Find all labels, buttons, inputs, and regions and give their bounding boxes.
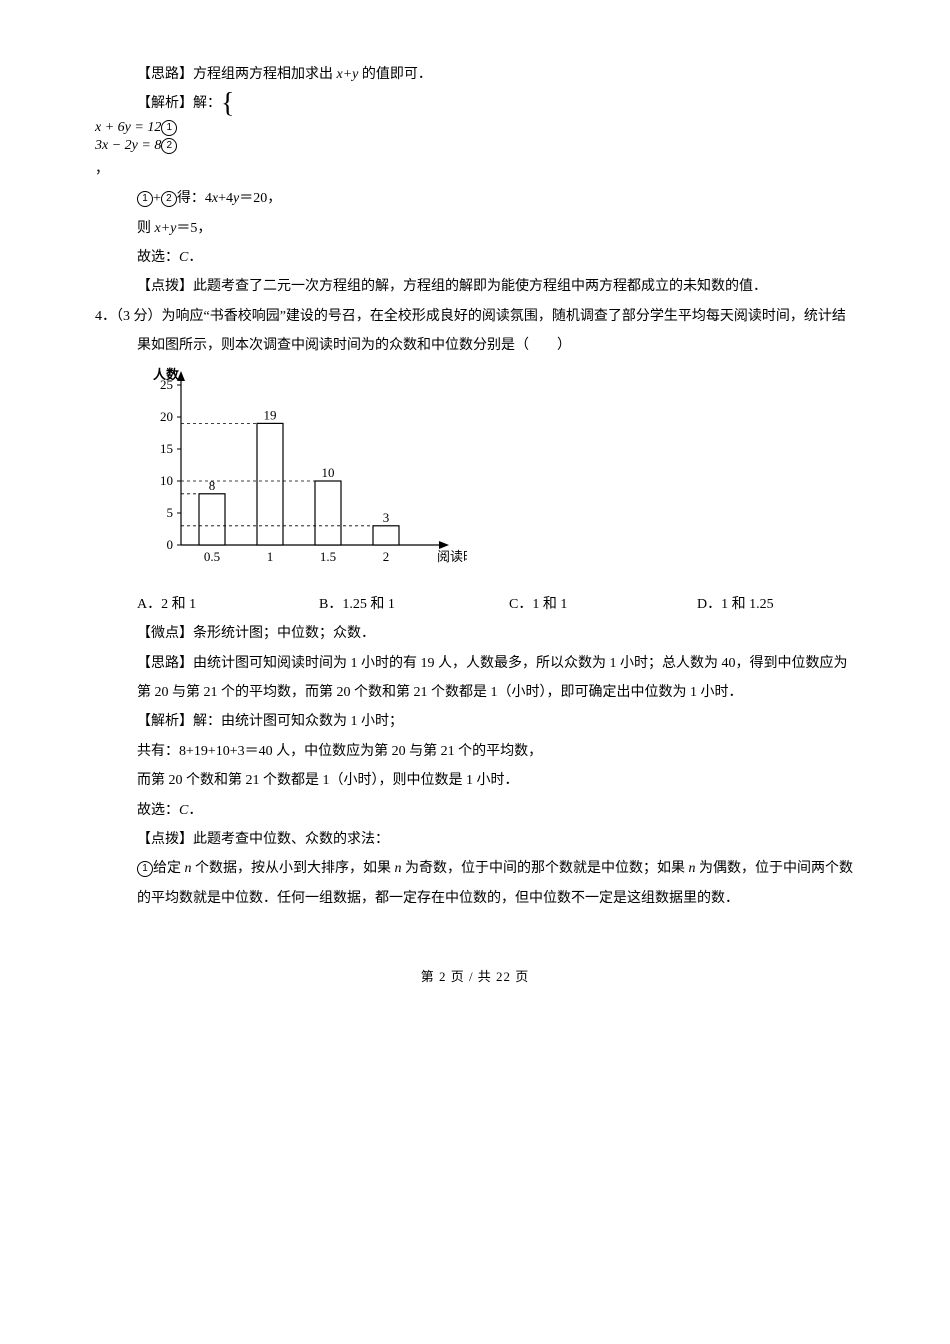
- text: 则: [137, 221, 155, 236]
- left-brace: {: [221, 95, 234, 113]
- step-line: 则 x+y＝5，: [137, 214, 855, 243]
- text: 故选：: [137, 803, 179, 818]
- step-line: 而第 20 个数和第 21 个数都是 1（小时），则中位数是 1 小时．: [137, 766, 855, 795]
- page-footer: 第 2 页 / 共 22 页: [95, 963, 855, 990]
- svg-text:25: 25: [160, 377, 173, 392]
- svg-text:1: 1: [267, 549, 274, 564]
- text: ＝20，: [239, 191, 281, 206]
- answer-line: 故选：C．: [137, 243, 855, 272]
- solution-line: 【解析】解： {: [137, 89, 855, 118]
- micro-line: 【微点】条形统计图；中位数；众数．: [137, 619, 855, 648]
- svg-text:8: 8: [209, 477, 216, 492]
- comma: ，: [95, 162, 109, 177]
- step-line: 1+2得：4x+4y＝20，: [137, 184, 855, 213]
- svg-text:0.5: 0.5: [204, 549, 220, 564]
- text: 为奇数，位于中间的那个数就是中位数；如果: [402, 861, 689, 876]
- circled-2: 2: [161, 138, 177, 154]
- answer-line: 故选：C．: [137, 796, 855, 825]
- text: 【思路】方程组两方程相加求出: [137, 67, 337, 82]
- plus: +: [153, 191, 161, 206]
- option-c: C．1 和 1: [509, 590, 697, 619]
- question-4: 4．（3 分）为响应“书香校响园”建设的号召，在全校形成良好的阅读氛围，随机调查…: [137, 302, 855, 361]
- eq-row2: 3x − 2y = 8: [95, 138, 161, 153]
- var-n: n: [395, 861, 402, 876]
- bar-chart: 人数051015202580.5191101.532阅读时间/小时: [137, 365, 855, 586]
- text: 个数据，按从小到大排序，如果: [192, 861, 395, 876]
- circled-1: 1: [161, 120, 177, 136]
- var-xy: x+y: [337, 67, 359, 82]
- text: ．: [188, 803, 202, 818]
- svg-text:2: 2: [383, 549, 390, 564]
- solution-line: 【解析】解：由统计图可知众数为 1 小时；: [137, 707, 855, 736]
- thought-line: 【思路】方程组两方程相加求出 x+y 的值即可．: [137, 60, 855, 89]
- var-xy: x+y: [155, 221, 177, 236]
- circled-1: 1: [137, 861, 153, 877]
- answer-c: C: [179, 803, 188, 818]
- eq-row1: x + 6y = 12: [95, 120, 161, 135]
- svg-text:19: 19: [264, 407, 277, 422]
- text: ＝5，: [176, 221, 211, 236]
- thought-line: 【思路】由统计图可知阅读时间为 1 小时的有 19 人，人数最多，所以众数为 1…: [137, 649, 855, 708]
- tip-line: 【点拨】此题考查了二元一次方程组的解，方程组的解即为能使方程组中两方程都成立的未…: [137, 272, 855, 301]
- svg-text:阅读时间/小时: 阅读时间/小时: [437, 549, 467, 564]
- svg-text:15: 15: [160, 441, 173, 456]
- var-n: n: [689, 861, 696, 876]
- svg-text:3: 3: [383, 509, 390, 524]
- text: 故选：: [137, 250, 179, 265]
- chart-svg: 人数051015202580.5191101.532阅读时间/小时: [137, 365, 467, 575]
- text: 得：4: [177, 191, 212, 206]
- solution-prefix: 【解析】解：: [137, 89, 221, 118]
- option-a: A．2 和 1: [137, 590, 319, 619]
- svg-text:10: 10: [322, 465, 335, 480]
- circled-1: 1: [137, 191, 153, 207]
- answer-c: C: [179, 250, 188, 265]
- text: 的值即可．: [358, 67, 432, 82]
- options-row: A．2 和 1 B．1.25 和 1 C．1 和 1 D．1 和 1.25: [137, 590, 855, 619]
- text: ．: [188, 250, 202, 265]
- svg-text:0: 0: [167, 537, 174, 552]
- text: 给定: [153, 861, 185, 876]
- svg-text:5: 5: [167, 505, 174, 520]
- svg-text:1.5: 1.5: [320, 549, 336, 564]
- text: +4: [218, 191, 233, 206]
- svg-text:10: 10: [160, 473, 173, 488]
- circled-2: 2: [161, 191, 177, 207]
- tip-detail: 1给定 n 个数据，按从小到大排序，如果 n 为奇数，位于中间的那个数就是中位数…: [137, 854, 855, 913]
- tip-line: 【点拨】此题考查中位数、众数的求法：: [137, 825, 855, 854]
- option-d: D．1 和 1.25: [697, 590, 774, 619]
- svg-text:20: 20: [160, 409, 173, 424]
- step-line: 共有：8+19+10+3＝40 人，中位数应为第 20 与第 21 个的平均数，: [137, 737, 855, 766]
- option-b: B．1.25 和 1: [319, 590, 509, 619]
- var-n: n: [185, 861, 192, 876]
